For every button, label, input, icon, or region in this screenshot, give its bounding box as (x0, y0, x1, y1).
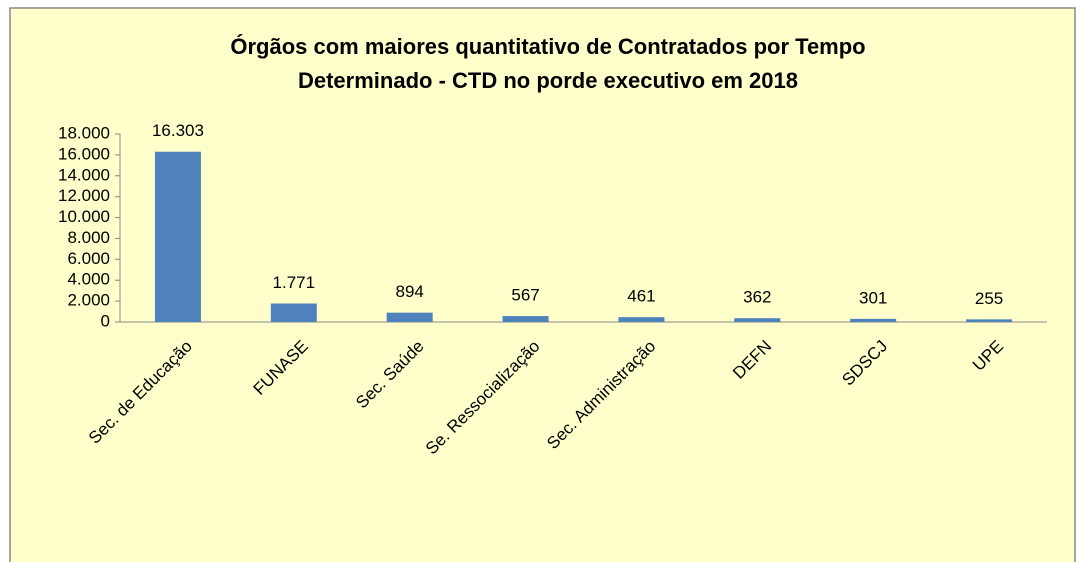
y-tick-label: 4.000 (67, 270, 110, 289)
bar (386, 312, 433, 322)
y-tick-label: 0 (101, 311, 110, 330)
y-tick-label: 2.000 (67, 291, 110, 310)
value-label: 301 (859, 288, 887, 307)
y-tick-label: 18.000 (58, 123, 110, 142)
y-tick-label: 12.000 (58, 186, 110, 205)
value-label: 1.771 (273, 273, 316, 292)
y-tick-label: 6.000 (67, 249, 110, 268)
bar (502, 316, 549, 322)
y-tick-label: 8.000 (67, 228, 110, 247)
chart-title: Determinado - CTD no porde executivo em … (298, 68, 798, 93)
bar (734, 318, 781, 322)
bar (618, 317, 665, 322)
chart-title: Órgãos com maiores quantitativo de Contr… (230, 34, 865, 59)
bar (270, 303, 317, 322)
bar (850, 318, 897, 322)
value-label: 16.303 (152, 121, 204, 140)
bar (966, 319, 1013, 322)
y-tick-label: 16.000 (58, 144, 110, 163)
value-label: 567 (511, 286, 539, 305)
y-tick-label: 14.000 (58, 165, 110, 184)
value-label: 255 (975, 289, 1003, 308)
value-label: 894 (396, 282, 424, 301)
value-label: 461 (627, 287, 655, 306)
value-label: 362 (743, 288, 771, 307)
y-tick-label: 10.000 (58, 207, 110, 226)
bar (154, 151, 201, 322)
